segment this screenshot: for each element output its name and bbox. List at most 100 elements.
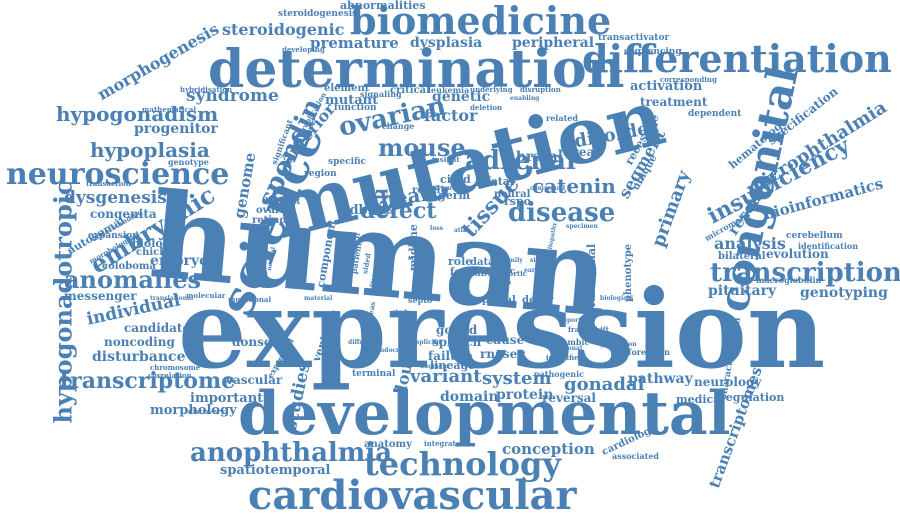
word: noncoding <box>104 335 175 349</box>
word: hybridisation <box>180 85 233 94</box>
word: endocrine <box>376 347 410 354</box>
word: leukemia <box>428 85 470 95</box>
word: single <box>530 257 551 264</box>
word: translational <box>150 295 194 302</box>
word: identification <box>798 241 859 251</box>
word: expansion <box>88 231 139 241</box>
word: transcriptome <box>60 368 236 394</box>
word: conception <box>502 440 595 458</box>
word: discovery <box>188 407 225 416</box>
word: data <box>470 257 495 268</box>
word: candidate <box>124 321 191 335</box>
word: important <box>190 391 264 406</box>
word: macroglobulin <box>756 275 822 285</box>
word: element <box>324 83 370 94</box>
word: study <box>392 309 411 316</box>
word: loss <box>430 225 444 232</box>
word: neurology <box>694 375 762 389</box>
word: chromosome <box>150 363 201 372</box>
word: hdbr <box>340 203 375 218</box>
word: steroidogenesis <box>278 9 358 19</box>
word: cause <box>486 333 525 347</box>
word: mutational <box>228 295 272 304</box>
word: protein <box>496 387 554 403</box>
word: technology <box>364 445 561 483</box>
word: enabling <box>510 95 540 102</box>
word: developing <box>282 45 325 54</box>
word: embryo <box>150 253 209 269</box>
word: form <box>450 267 477 278</box>
word: mutant <box>325 93 379 108</box>
word: scale <box>408 255 426 262</box>
word: cardiovascular <box>248 472 577 517</box>
word: signaling <box>360 89 402 99</box>
word: cited <box>440 173 471 186</box>
word: genetic <box>432 89 491 105</box>
word: treatment <box>640 95 708 109</box>
word: morphology <box>150 403 237 418</box>
word: optic <box>490 267 516 277</box>
word: developmental <box>238 379 731 449</box>
word: critical <box>390 85 430 96</box>
word: defect <box>360 198 437 224</box>
word: reversal <box>542 391 596 405</box>
word: genotype <box>168 157 209 167</box>
word: ovaries <box>256 205 297 216</box>
word: transactivator <box>598 33 670 43</box>
word: rspo <box>504 195 532 208</box>
word: genotyping <box>800 285 888 301</box>
word: adrenal <box>465 146 576 176</box>
word: dysplasia <box>410 35 483 51</box>
word: molecular <box>186 291 226 300</box>
word: material <box>304 295 333 302</box>
word: disturbance <box>92 349 186 365</box>
word: augment <box>420 363 450 370</box>
word: frameshift <box>568 325 610 334</box>
word: insight <box>432 155 460 164</box>
word: result <box>412 185 445 196</box>
word: associated <box>612 451 659 461</box>
word: gonad <box>436 323 478 337</box>
word: underlying <box>470 85 513 94</box>
word: variant <box>410 366 482 387</box>
word: aortic <box>504 269 528 278</box>
word: dependent <box>688 109 742 119</box>
word: rnaseq <box>480 347 526 361</box>
word: portal <box>482 295 516 306</box>
word: forebrain <box>628 347 670 357</box>
word: splicing <box>416 339 443 346</box>
word: related <box>546 113 578 123</box>
word: hypogonadism <box>56 102 219 126</box>
word: corresponding <box>660 75 717 84</box>
word: primary <box>647 167 695 250</box>
word: retinoic <box>252 215 296 226</box>
word: pituitary <box>708 283 777 299</box>
word: regulation <box>720 391 785 404</box>
word: phenotype <box>623 243 635 303</box>
word: biology <box>132 237 177 250</box>
word: function <box>334 103 377 113</box>
word: expression <box>178 267 826 393</box>
word: family <box>502 257 523 264</box>
word: syndrome <box>186 86 279 106</box>
word: activation <box>630 79 703 94</box>
word: septo <box>408 295 433 305</box>
word: system <box>482 368 552 389</box>
word: biological <box>600 295 634 302</box>
word: anophthalmia <box>190 438 393 468</box>
word: progenitor <box>134 121 218 137</box>
word: brain <box>516 149 558 165</box>
word: functional <box>585 243 599 308</box>
word: neuroscience <box>6 157 230 192</box>
word: spectrum <box>420 185 452 192</box>
word: neural <box>494 189 531 200</box>
word: disease <box>508 198 616 228</box>
word: change <box>382 121 415 131</box>
word: sequencing <box>624 47 682 57</box>
word: identifies <box>546 353 583 362</box>
word: dysgenesis <box>64 188 167 208</box>
word: catenin <box>532 174 616 198</box>
word: evolution <box>766 247 829 261</box>
word: gonadal <box>564 374 645 395</box>
word: integrated <box>424 439 466 448</box>
